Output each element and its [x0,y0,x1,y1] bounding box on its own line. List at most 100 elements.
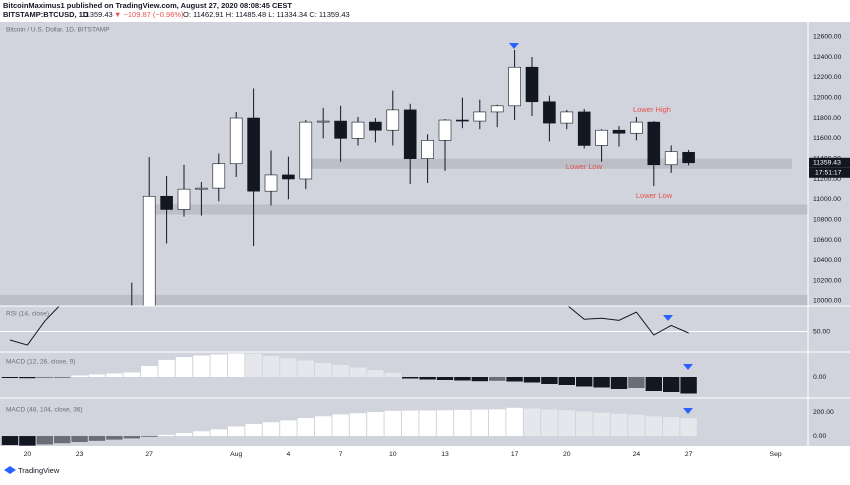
y-tick-label: 11800.00 [813,115,841,122]
brand-logo [4,466,16,474]
histogram-bar [262,356,280,377]
panel-background [0,22,850,446]
candle-body [386,109,400,131]
histogram-bar [663,377,680,392]
y-tick-label: 10000.00 [813,298,842,305]
x-tick-label: 23 [76,451,84,458]
candle-body [543,101,556,124]
histogram-bar [628,414,645,437]
candle-body [456,119,469,122]
candle-body [508,66,521,107]
candle-body [369,121,382,131]
last-price: 11359.43 [82,10,113,19]
histogram-bar [558,377,575,385]
histogram-bar [88,436,106,441]
x-tick-label: Sep [770,451,782,458]
histogram-bar [54,436,71,444]
histogram-bar [645,377,662,391]
histogram-bar [175,433,193,437]
candle-body [195,187,208,190]
countdown-box [809,167,850,178]
panel [0,306,808,346]
panel-title: MACD (12, 26, close, 9) [6,359,75,366]
price-zone [0,294,808,306]
brand: TradingView [18,466,60,475]
y-tick-label: 11200.00 [813,176,841,183]
candle-body [351,121,365,139]
x-tick-label: Aug [230,451,242,458]
histogram-bar [506,407,523,437]
histogram-bar [210,354,227,377]
candle-body [664,151,678,166]
histogram-bar [576,377,593,387]
y-tick-label: 12400.00 [813,54,842,61]
countdown-label: 17:51:17 [815,170,842,177]
candle-body [160,195,173,210]
price-zone [150,204,808,215]
panel-title: MACD (48, 104, close, 36) [6,407,83,414]
histogram-bar [645,416,662,437]
histogram-bar [558,410,575,437]
x-tick-label: 20 [563,451,571,458]
candle-body [403,109,417,159]
histogram-bar [141,436,158,437]
plot-layer [0,49,808,446]
panel-title: Bitcoin / U.S. Dollar, 1D, BITSTAMP [6,27,110,34]
histogram-bar [71,375,88,377]
y-tick-label: 10400.00 [813,257,842,264]
histogram-bar [19,436,36,446]
histogram-bar [262,422,280,437]
histogram-bar [193,355,210,377]
histogram-bar [349,367,367,377]
histogram-bar [332,365,349,377]
histogram-bar [88,374,106,377]
histogram-bar [367,412,384,437]
histogram-bar [315,416,332,437]
histogram-bar [471,409,488,437]
histogram-bar [175,357,193,377]
histogram-bar [54,377,71,378]
y-tick-label: 10200.00 [813,277,842,284]
histogram-bar [123,372,140,377]
candle-body [560,111,574,124]
signal-marker [683,408,693,414]
y-tick-label: 0.00 [813,374,826,381]
histogram-bar [454,377,471,381]
histogram-bar [506,377,523,382]
candle-body [177,188,191,210]
signal-marker [683,364,693,370]
histogram-bar [332,414,349,437]
histogram-bar [663,417,680,437]
x-tick-label: 27 [685,451,693,458]
candle-body [247,117,260,192]
candle-body [595,129,608,146]
y-tick-label: 10600.00 [813,237,842,244]
histogram-bar [158,434,175,437]
histogram-bar [158,360,175,377]
histogram-bar [471,377,488,382]
x-tick-label: 20 [24,451,32,458]
histogram-bar [384,373,401,377]
candle-body [264,174,278,192]
x-tick-label: 7 [339,451,343,458]
histogram-bar [228,353,245,377]
histogram-bar [106,436,123,440]
x-tick-label: 4 [287,451,291,458]
y-tick-label: 200.00 [813,409,834,416]
histogram-bar [489,377,506,381]
x-tick-label: 10 [389,451,397,458]
histogram-bar [541,377,558,384]
histogram-bar [523,408,541,437]
y-tick-label: 12200.00 [813,74,842,81]
histogram-bar [36,436,53,445]
x-tick-label: 17 [511,451,519,458]
last-price-box [809,157,850,168]
histogram-bar [384,410,401,437]
indicator-line [9,306,60,346]
panel [1,407,697,446]
histogram-bar [193,431,210,437]
histogram-bar [297,360,314,377]
histogram-bar [680,418,697,437]
